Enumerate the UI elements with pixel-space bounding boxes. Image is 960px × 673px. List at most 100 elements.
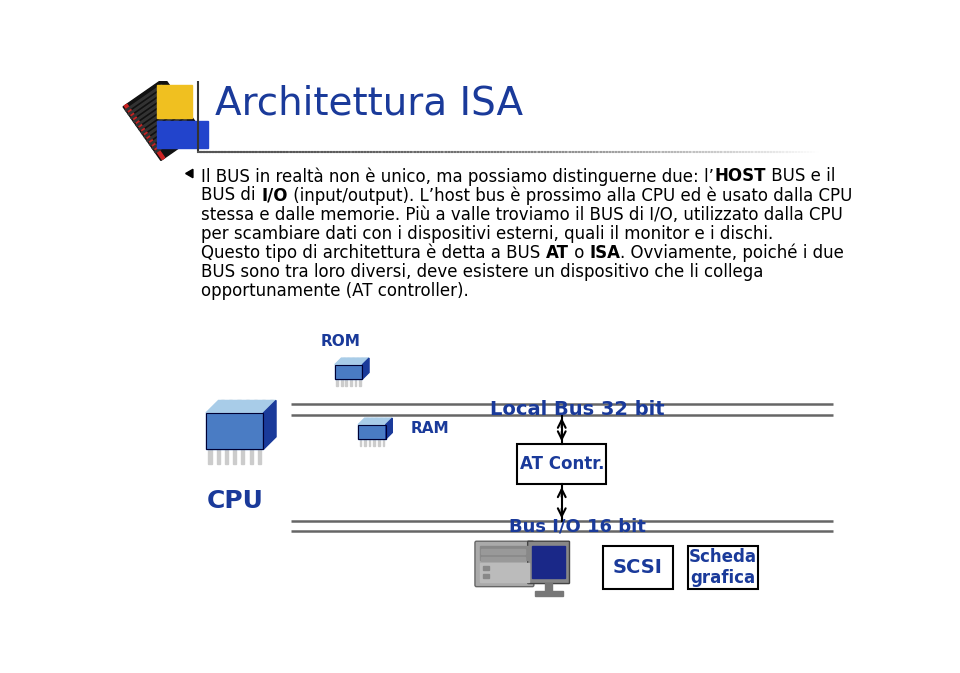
Bar — [208, 450, 211, 464]
Text: Bus I/O 16 bit: Bus I/O 16 bit — [509, 518, 646, 536]
Polygon shape — [206, 400, 276, 413]
Bar — [359, 379, 361, 386]
Text: SCSI: SCSI — [612, 558, 662, 577]
Bar — [126, 85, 162, 111]
Bar — [481, 557, 524, 561]
Bar — [378, 439, 379, 446]
Text: BUS sono tra loro diversi, deve esistere un dispositivo che li collega: BUS sono tra loro diversi, deve esistere… — [202, 263, 764, 281]
Bar — [364, 439, 366, 446]
Bar — [360, 439, 361, 446]
Bar — [258, 450, 261, 464]
Text: ROM: ROM — [321, 334, 361, 349]
Bar — [371, 418, 372, 423]
Bar — [357, 358, 358, 362]
Bar — [217, 450, 220, 464]
Polygon shape — [358, 418, 393, 425]
Bar — [352, 358, 353, 362]
Bar — [481, 549, 524, 553]
Bar — [157, 120, 207, 148]
Bar — [221, 400, 225, 411]
Text: ISA: ISA — [589, 244, 620, 262]
Polygon shape — [263, 400, 276, 450]
Text: . Ovviamente, poiché i due: . Ovviamente, poiché i due — [620, 244, 845, 262]
Text: AT Contr.: AT Contr. — [519, 455, 604, 473]
Text: opportunamente (AT controller).: opportunamente (AT controller). — [202, 283, 469, 301]
Bar — [150, 119, 186, 145]
Text: Questo tipo di architettura è detta a BUS: Questo tipo di architettura è detta a BU… — [202, 244, 546, 262]
Bar — [373, 439, 375, 446]
Text: BUS e il: BUS e il — [766, 167, 835, 185]
Text: Il BUS in realtà non è unico, ma possiamo distinguerne due: l’: Il BUS in realtà non è unico, ma possiam… — [202, 167, 714, 186]
Bar — [152, 122, 189, 149]
Bar — [335, 365, 363, 379]
Text: stessa e dalle memorie. Più a valle troviamo il BUS di I/O, utilizzato dalla CPU: stessa e dalle memorie. Più a valle trov… — [202, 205, 843, 223]
Text: per scambiare dati con i dispositivi esterni, quali il monitor e i dischi.: per scambiare dati con i dispositivi est… — [202, 225, 774, 243]
Bar — [544, 583, 552, 592]
Bar — [271, 400, 274, 411]
Bar — [603, 546, 673, 589]
Bar — [480, 563, 529, 582]
Bar — [253, 400, 257, 411]
Bar — [383, 439, 384, 446]
Bar — [483, 573, 489, 578]
Text: CPU: CPU — [206, 489, 263, 513]
Bar — [144, 111, 181, 138]
Bar — [123, 78, 203, 160]
Bar — [225, 450, 228, 464]
Bar — [246, 400, 249, 411]
Text: Local Bus 32 bit: Local Bus 32 bit — [490, 400, 664, 419]
Bar — [483, 566, 489, 571]
Bar — [131, 92, 168, 119]
Text: o: o — [569, 244, 589, 262]
Bar — [136, 100, 173, 127]
Bar — [335, 365, 363, 379]
Bar — [348, 358, 349, 362]
Bar — [262, 400, 265, 411]
Bar — [125, 104, 165, 160]
Bar — [389, 418, 391, 423]
Bar — [147, 115, 183, 141]
Polygon shape — [386, 418, 393, 439]
Bar — [233, 450, 236, 464]
Bar — [241, 450, 245, 464]
FancyBboxPatch shape — [475, 541, 534, 587]
Bar — [380, 418, 381, 423]
Bar — [128, 89, 165, 115]
Polygon shape — [335, 358, 369, 365]
FancyBboxPatch shape — [528, 541, 569, 583]
Text: HOST: HOST — [714, 167, 766, 185]
Text: I/O: I/O — [261, 186, 288, 204]
Text: Scheda
grafica: Scheda grafica — [689, 548, 756, 587]
Bar — [250, 450, 252, 464]
Text: RAM: RAM — [411, 421, 449, 436]
Bar — [141, 108, 179, 134]
Bar — [133, 96, 170, 122]
Polygon shape — [363, 358, 369, 379]
Bar — [346, 379, 348, 386]
Bar — [206, 413, 263, 450]
Bar — [229, 400, 232, 411]
Bar — [343, 358, 345, 362]
Bar — [155, 127, 192, 153]
Bar — [375, 418, 377, 423]
Bar — [532, 546, 564, 578]
Bar — [138, 104, 176, 130]
Bar — [366, 358, 368, 362]
Bar — [237, 400, 241, 411]
Bar — [206, 413, 263, 450]
Bar — [157, 85, 192, 118]
Text: BUS di: BUS di — [202, 186, 261, 204]
Bar — [358, 425, 386, 439]
Bar — [385, 418, 386, 423]
Bar — [336, 379, 338, 386]
Bar — [354, 379, 356, 386]
Bar — [361, 358, 363, 362]
Bar — [358, 425, 386, 439]
Bar — [480, 546, 529, 560]
Bar — [688, 546, 757, 589]
Bar — [369, 439, 371, 446]
Bar — [350, 379, 351, 386]
Bar — [341, 379, 343, 386]
Text: (input/output). L’host bus è prossimo alla CPU ed è usato dalla CPU: (input/output). L’host bus è prossimo al… — [288, 186, 852, 205]
Text: AT: AT — [546, 244, 569, 262]
